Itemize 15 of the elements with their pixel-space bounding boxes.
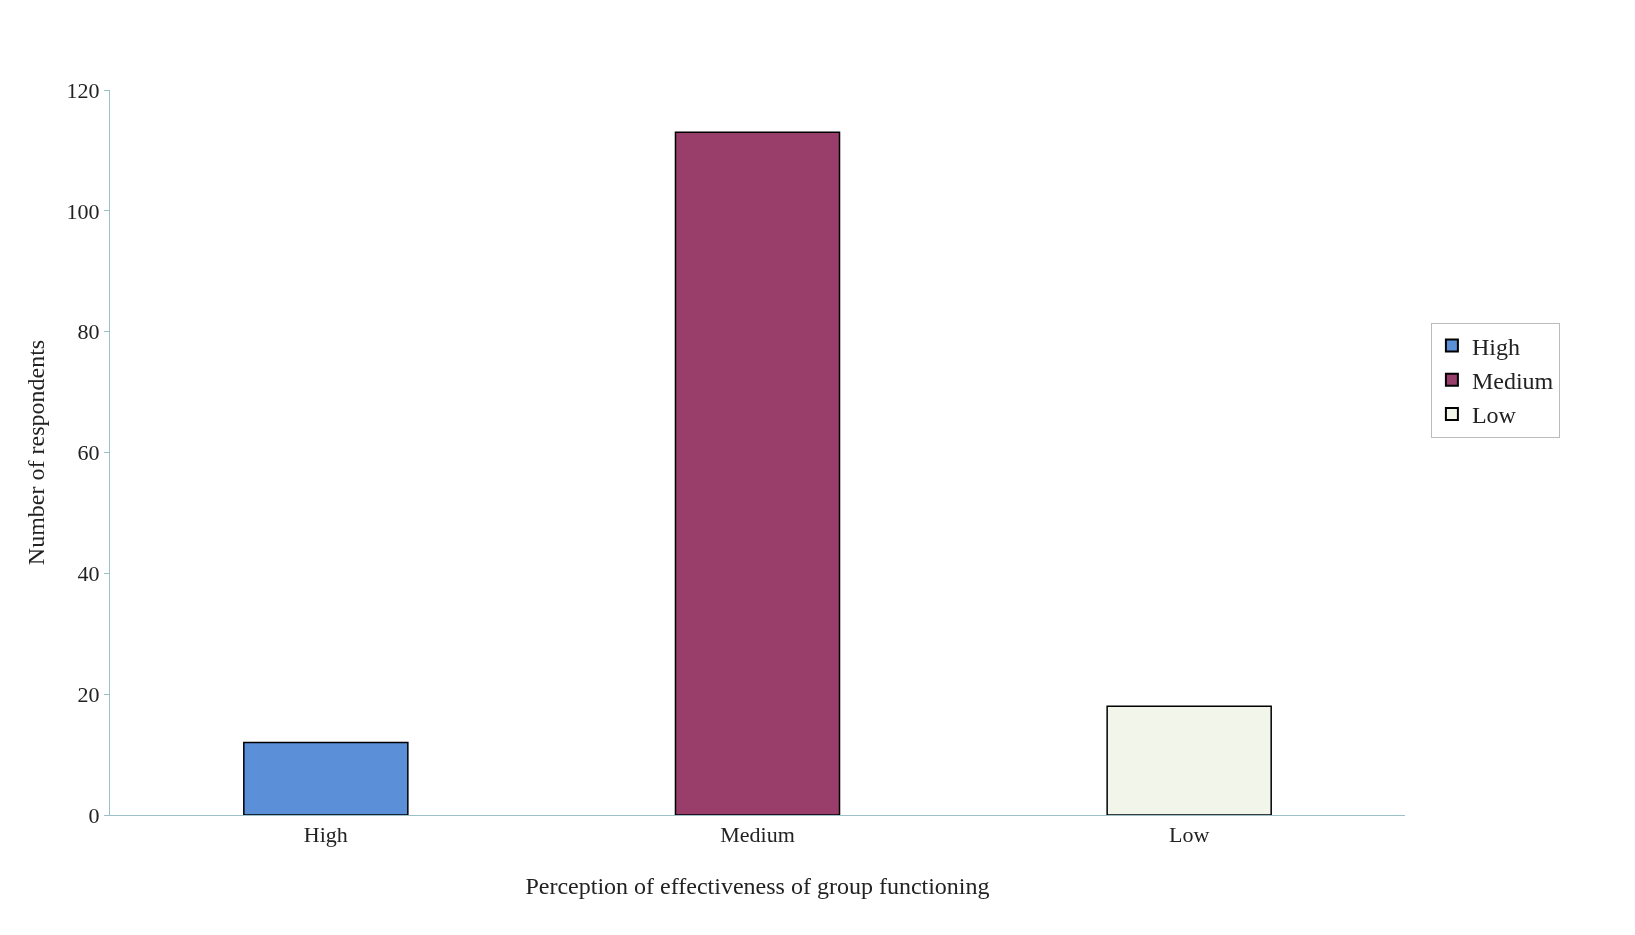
legend-label: High <box>1471 333 1520 360</box>
legend-label: Medium <box>1471 368 1554 395</box>
x-tick-label: Medium <box>720 822 795 848</box>
y-tick-label: 20 <box>77 681 100 707</box>
y-axis-title: Number of respondents <box>22 339 49 566</box>
y-tick-label: 0 <box>88 802 100 828</box>
y-tick-label: 120 <box>66 77 100 103</box>
x-tick-label: Low <box>1169 822 1210 848</box>
legend-label: Low <box>1471 402 1517 429</box>
y-tick-label: 80 <box>77 319 100 345</box>
y-tick-label: 60 <box>77 440 100 466</box>
y-tick-label: 100 <box>66 198 100 224</box>
x-axis-title: Perception of effectiveness of group functioning <box>525 872 990 899</box>
x-tick-label: High <box>303 822 348 848</box>
y-tick-label: 40 <box>77 561 100 587</box>
